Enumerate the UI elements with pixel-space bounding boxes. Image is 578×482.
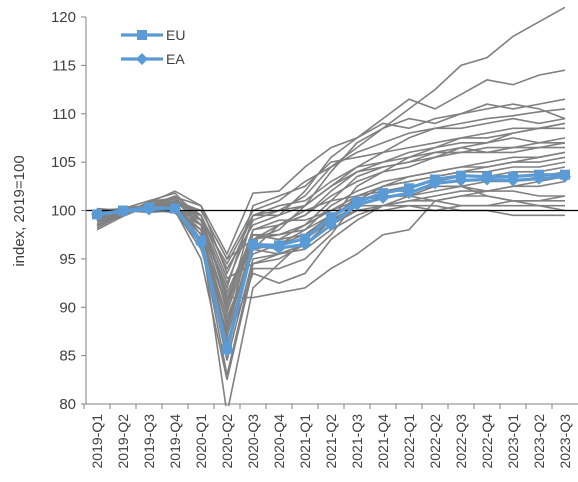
- legend-ea-marker: [136, 53, 148, 65]
- country-line-1: [96, 108, 566, 271]
- aggregate-series: [91, 169, 571, 357]
- x-tick-label-2020-Q1: 2020-Q1: [193, 414, 209, 469]
- ea-point-2021-Q1: [299, 238, 311, 251]
- ea-point-2020-Q3: [247, 239, 259, 252]
- ea-point-2022-Q3: [455, 174, 467, 187]
- y-tick-label-95: 95: [59, 251, 76, 268]
- x-tick-label-2019-Q4: 2019-Q4: [167, 414, 183, 469]
- y-tick-label-115: 115: [52, 57, 76, 74]
- x-tick-label-2019-Q1: 2019-Q1: [89, 414, 105, 469]
- ea-point-2023-Q1: [507, 174, 519, 187]
- country-line-2: [96, 6, 566, 286]
- x-tick-label-2021-Q2: 2021-Q2: [323, 414, 339, 469]
- ea-point-2021-Q2: [325, 219, 337, 232]
- legend: EU EA: [121, 27, 185, 67]
- y-tick-label-80: 80: [59, 396, 76, 413]
- y-tick-label-85: 85: [59, 348, 76, 365]
- ea-point-2020-Q4: [273, 242, 285, 255]
- y-tick-label-100: 100: [51, 203, 76, 220]
- ea-point-2021-Q3: [351, 198, 363, 211]
- x-tick-label-2021-Q3: 2021-Q3: [349, 414, 365, 469]
- x-tick-label-2020-Q3: 2020-Q3: [245, 414, 261, 469]
- y-axis-label: index, 2019=100: [11, 155, 28, 266]
- x-tick-label-2019-Q3: 2019-Q3: [141, 414, 157, 469]
- legend-eu-marker: [137, 30, 147, 40]
- y-tick-label-120: 120: [51, 9, 76, 26]
- x-tick-label-2022-Q3: 2022-Q3: [453, 414, 469, 469]
- country-line-19: [96, 156, 566, 340]
- x-tick-label-2023-Q2: 2023-Q2: [531, 414, 547, 469]
- x-tick-label-2023-Q3: 2023-Q3: [557, 414, 573, 469]
- ea-point-2021-Q4: [377, 191, 389, 204]
- x-tick-label-2023-Q1: 2023-Q1: [505, 414, 521, 469]
- x-tick-label-2019-Q2: 2019-Q2: [115, 414, 131, 469]
- ea-point-2019-Q4: [169, 202, 181, 215]
- axes: 80 85 90 95 100 105 110 115 120 2019-Q1 2019-Q2 201…: [51, 9, 578, 468]
- ea-point-2022-Q1: [403, 187, 415, 200]
- y-tick-label-105: 105: [51, 154, 76, 171]
- legend-eu-label: EU: [166, 27, 185, 43]
- y-tick-label-90: 90: [59, 299, 76, 316]
- country-line-17: [96, 122, 566, 276]
- ea-point-2023-Q2: [533, 172, 545, 185]
- ea-point-2023-Q3: [559, 170, 571, 183]
- x-tick-label-2022-Q4: 2022-Q4: [479, 414, 495, 469]
- ea-point-2020-Q2: [221, 344, 233, 357]
- country-line-25: [96, 185, 565, 261]
- ea-point-2020-Q1: [195, 237, 207, 250]
- ea-point-2022-Q4: [481, 173, 493, 186]
- ea-point-2019-Q1: [91, 208, 103, 221]
- y-tick-label-110: 110: [52, 106, 76, 123]
- x-tick-label-2021-Q1: 2021-Q1: [297, 414, 313, 469]
- x-tick-label-2020-Q4: 2020-Q4: [271, 414, 287, 469]
- country-line-22: [96, 127, 565, 291]
- ea-point-2019-Q2: [117, 205, 129, 218]
- x-tick-label-2020-Q2: 2020-Q2: [219, 414, 235, 469]
- legend-ea-label: EA: [166, 51, 185, 67]
- x-tick-label-2021-Q4: 2021-Q4: [375, 414, 391, 469]
- country-line-3: [96, 69, 566, 256]
- ea-point-2019-Q3: [143, 203, 155, 216]
- eu-point-2021-Q2: [326, 212, 336, 223]
- country-line-27: [96, 98, 566, 315]
- x-tick-label-2022-Q1: 2022-Q1: [401, 414, 417, 469]
- x-tick-label-2022-Q2: 2022-Q2: [427, 414, 443, 469]
- ea-point-2022-Q2: [429, 177, 441, 190]
